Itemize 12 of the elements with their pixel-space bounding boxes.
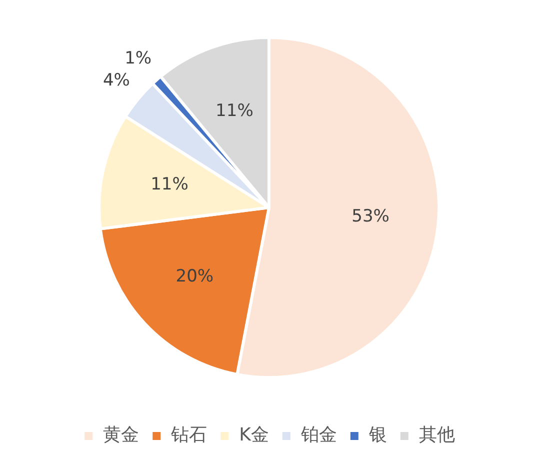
data-label: 1% bbox=[124, 48, 152, 68]
legend-label: 铂金 bbox=[300, 424, 337, 446]
legend-label: 银 bbox=[368, 424, 387, 446]
legend-label: 钻石 bbox=[170, 424, 208, 446]
legend-label: K金 bbox=[239, 424, 269, 446]
data-label: 20% bbox=[176, 266, 214, 287]
data-label: 11% bbox=[216, 100, 254, 121]
data-label: 11% bbox=[150, 174, 188, 195]
data-label: 4% bbox=[102, 70, 130, 91]
legend-label: 黄金 bbox=[103, 424, 140, 446]
data-label: 53% bbox=[352, 206, 390, 227]
legend-label: 其他 bbox=[418, 424, 455, 446]
